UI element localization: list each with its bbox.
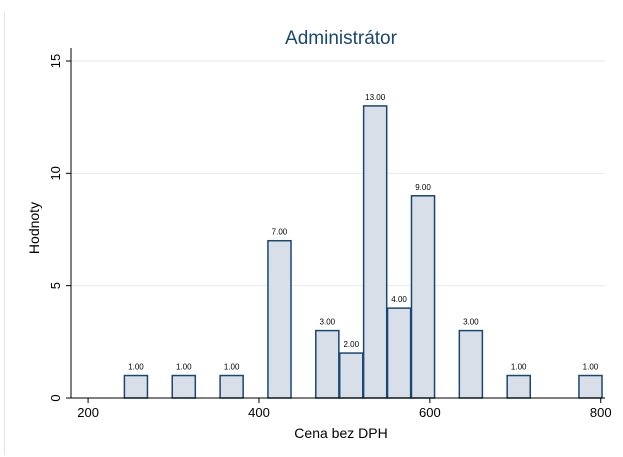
histogram-bar: [219, 374, 244, 399]
y-tick-label: 10: [48, 166, 63, 180]
bar-value-label: 9.00: [415, 183, 431, 192]
histogram-bar: [171, 374, 197, 399]
chart-title: Administrátor: [285, 28, 398, 49]
x-tick-label: 400: [248, 405, 270, 420]
histogram-bar: [362, 105, 388, 399]
x-tick-label: 600: [419, 405, 441, 420]
axes: [70, 48, 605, 399]
histogram-bar: [506, 374, 531, 399]
histogram-bar: [386, 307, 412, 399]
histogram-bar: [578, 374, 603, 399]
histogram-bar: [458, 329, 484, 399]
histogram-bar: [267, 239, 292, 399]
bar-value-label: 2.00: [343, 340, 359, 349]
y-tick-label: 0: [48, 394, 63, 401]
bar-value-label: 1.00: [128, 363, 144, 372]
bar-value-label: 7.00: [272, 228, 288, 237]
histogram-bar: [315, 329, 340, 399]
y-tick-label: 15: [48, 54, 63, 68]
bar-value-label: 1.00: [176, 363, 192, 372]
histogram-bar: [338, 352, 364, 399]
bar-value-label: 1.00: [583, 363, 599, 372]
bar-value-label: 13.00: [365, 93, 386, 102]
x-tick-label: 200: [77, 405, 99, 420]
chart-frame: 1.00 1.00 1.00 7.00 3.00 2.00 13.00 4.00 9.00 3.0…: [4, 12, 622, 455]
bar-value-label: 1.00: [224, 363, 240, 372]
grid-lines: [71, 60, 605, 287]
y-tick-label: 5: [48, 282, 63, 289]
bar-value-label: 3.00: [320, 318, 336, 327]
x-axis-label: Cena bez DPH: [294, 425, 387, 441]
histogram-bar: [410, 195, 436, 399]
bar-value-label: 1.00: [511, 363, 527, 372]
bar-value-label: 3.00: [463, 318, 479, 327]
x-tick-label: 800: [590, 405, 612, 420]
bar-value-label: 4.00: [391, 295, 407, 304]
ticks: 0 5 10 15 200 400 600 800: [48, 54, 612, 420]
histogram-bar: [123, 374, 149, 399]
bars: 1.00 1.00 1.00 7.00 3.00 2.00 13.00 4.00 9.00 3.0…: [123, 93, 603, 399]
top-strip: [0, 0, 623, 12]
y-axis-label: Hodnoty: [26, 202, 42, 254]
histogram-chart: 1.00 1.00 1.00 7.00 3.00 2.00 13.00 4.00 9.00 3.0…: [26, 28, 612, 441]
